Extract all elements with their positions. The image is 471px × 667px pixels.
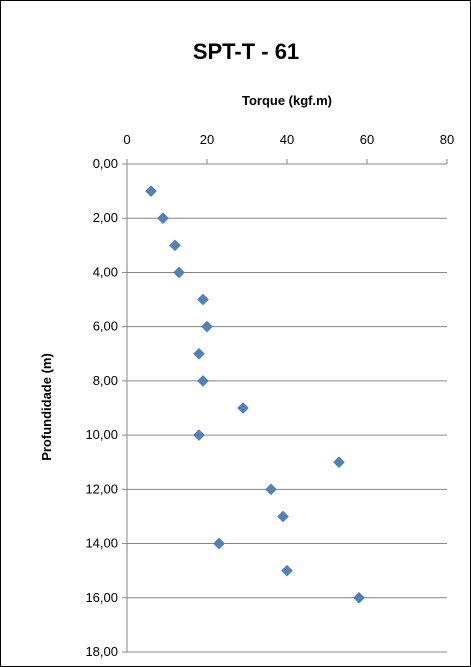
x-axis-title: Torque (kgf.m) — [242, 93, 332, 108]
data-point — [281, 564, 293, 577]
x-tick-label: 40 — [280, 132, 294, 147]
grid-lines — [127, 163, 447, 653]
y-tick-label: 18,00 — [85, 644, 118, 659]
data-point — [193, 429, 205, 441]
data-point — [173, 266, 185, 279]
y-axis-title: Profundidade (m) — [39, 353, 54, 461]
data-point — [213, 537, 225, 550]
data-point — [197, 293, 209, 306]
y-tick-label: 0,00 — [93, 156, 118, 171]
chart-title: SPT-T - 61 — [193, 39, 299, 64]
data-point — [333, 456, 345, 469]
axes — [122, 159, 448, 653]
x-tick-label: 20 — [200, 132, 214, 147]
y-tick-label: 8,00 — [93, 373, 118, 388]
y-tick-label: 4,00 — [93, 264, 118, 279]
data-point — [197, 375, 209, 387]
data-point — [157, 212, 169, 225]
data-point — [201, 320, 213, 333]
x-tick-label: 60 — [360, 132, 374, 147]
tick-labels: 0,00 2,00 4,00 6,00 8,00 10,00 12,00 14,00 16,00… — [85, 132, 454, 659]
data-point — [237, 402, 249, 414]
y-tick-label: 14,00 — [85, 536, 118, 551]
x-tick-label: 80 — [440, 132, 454, 147]
y-tick-label: 6,00 — [93, 319, 118, 334]
data-point — [265, 483, 277, 496]
data-point — [277, 510, 289, 523]
x-tick-label: 0 — [123, 132, 130, 147]
y-tick-label: 12,00 — [85, 481, 118, 496]
data-point — [193, 347, 205, 360]
data-points — [145, 185, 365, 604]
data-point — [145, 185, 157, 197]
y-tick-label: 2,00 — [93, 210, 118, 225]
y-tick-label: 10,00 — [85, 427, 118, 442]
data-point — [353, 591, 365, 604]
y-tick-label: 16,00 — [85, 590, 118, 605]
data-point — [169, 239, 181, 252]
